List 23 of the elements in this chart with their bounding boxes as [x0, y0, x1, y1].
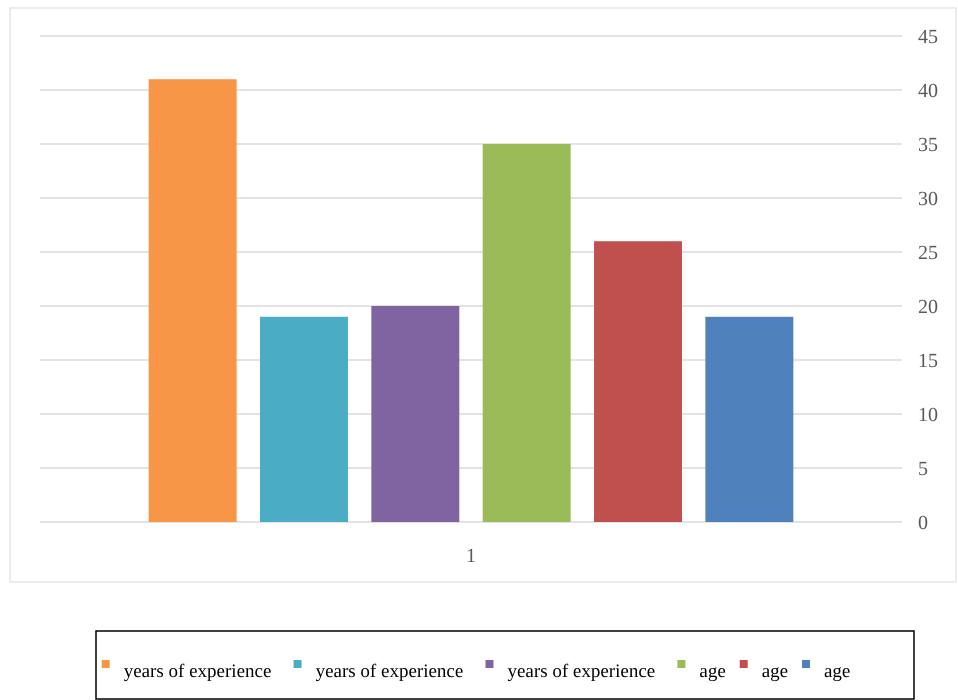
legend-label: age	[762, 661, 788, 682]
y-tick-label: 20	[918, 296, 938, 318]
bar	[594, 241, 682, 522]
legend-label: age	[699, 661, 726, 682]
bar	[705, 316, 794, 522]
bar	[482, 144, 571, 522]
y-tick-label: 40	[918, 80, 938, 102]
y-tick-label: 0	[918, 512, 928, 534]
bar	[260, 316, 348, 522]
bar	[148, 79, 237, 522]
y-tick-label: 10	[918, 404, 938, 426]
legend-label: years of experience	[508, 661, 656, 682]
y-tick-label: 15	[918, 350, 938, 372]
bar	[371, 306, 460, 522]
y-tick-label: 25	[918, 242, 938, 264]
legend-label: years of experience	[124, 661, 272, 682]
y-tick-label: 35	[918, 134, 938, 156]
legend-label: years of experience	[316, 661, 464, 682]
x-tick-label: 1	[466, 545, 476, 567]
y-tick-label: 30	[918, 188, 938, 210]
legend-label: age	[824, 661, 850, 682]
y-tick-label: 45	[918, 26, 938, 48]
y-tick-label: 5	[918, 458, 928, 480]
